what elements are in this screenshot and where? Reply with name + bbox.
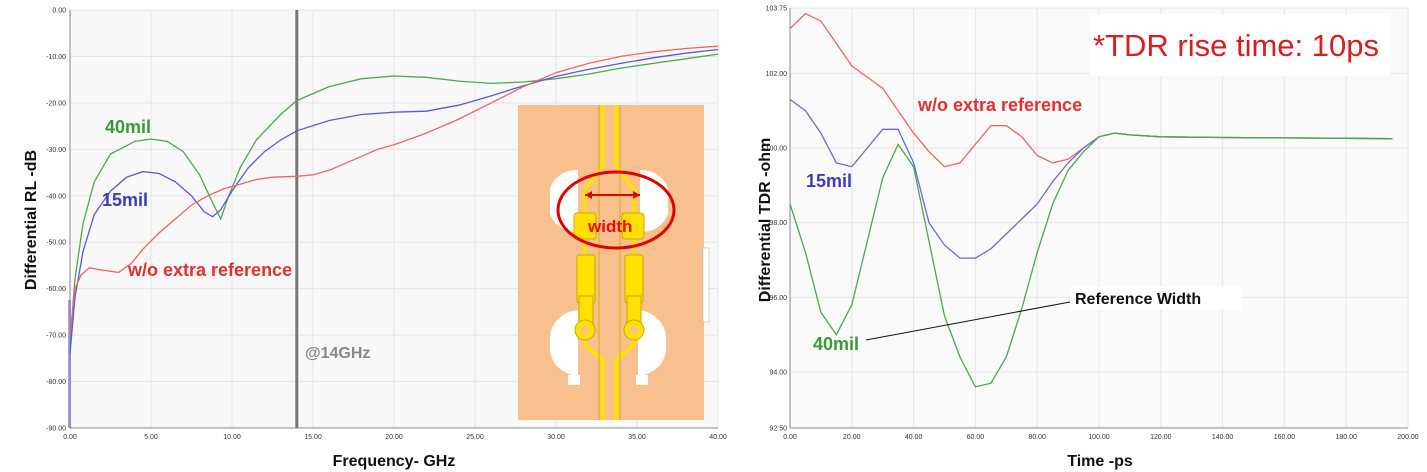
tdr-y-tick-label: 100.00	[766, 146, 788, 153]
tdr-x-axis-title: Time -ps	[1067, 453, 1133, 470]
rl-y-tick-label: -20.00	[46, 100, 66, 107]
tdr-y-tick-label: 102.00	[766, 71, 788, 78]
rl-y-tick-label: -70.00	[46, 333, 66, 340]
tdr-x-tick-label: 60.00	[967, 434, 985, 441]
rl-y-tick-label: -10.00	[46, 54, 66, 61]
tdr-x-tick-label: 100.00	[1088, 434, 1110, 441]
rl-y-tick-label: 0.00	[52, 8, 66, 15]
tdr-annotation-reference-width: Reference Width	[1075, 291, 1201, 308]
tdr-annotation-40mil: 40mil	[813, 334, 859, 354]
rl-x-tick-label: 25.00	[466, 434, 484, 441]
tdr-x-tick-label: 20.00	[843, 434, 861, 441]
rl-series-line-2	[69, 45, 719, 336]
tdr-x-tick-label: 80.00	[1028, 434, 1046, 441]
tdr-x-tick-label: 120.00	[1150, 434, 1172, 441]
tdr-y-tick-label: 96.00	[769, 295, 787, 302]
rl-y-axis-title: Differential RL -dB	[23, 150, 40, 290]
rl-axis-color-strip	[68, 300, 71, 428]
tdr-x-tick-label: 200.00	[1397, 434, 1419, 441]
rl-x-tick-label: 5.00	[144, 434, 158, 441]
tdr-chart: 0.00 20.00 40.00 60.00 80.00 100.00 120.00 140.…	[757, 6, 1419, 471]
width-highlight-ellipse	[556, 170, 676, 250]
reference-width-box	[1070, 286, 1242, 310]
rl-annotation-40mil: 40mil	[105, 117, 151, 137]
tdr-series-group	[789, 12, 1393, 388]
rl-x-tick-label: 20.00	[385, 434, 403, 441]
marker-label: @14GHz	[305, 345, 370, 362]
rl-x-tick-label: 40.00	[709, 434, 727, 441]
rl-y-tick-label: -50.00	[46, 240, 66, 247]
rl-x-ticks: 0.00 5.00 10.00 15.00 20.00 25.00 30.00 35.00 40…	[63, 434, 727, 441]
rl-x-tick-label: 35.00	[628, 434, 646, 441]
tdr-y-tick-label: 92.50	[769, 426, 787, 433]
tdr-annotation-no-reference: w/o extra reference	[917, 95, 1082, 115]
rl-chart: 0.00 5.00 10.00 15.00 20.00 25.00 30.00 35.00 40…	[23, 8, 727, 471]
pcb-inset-image	[518, 105, 710, 420]
tdr-annotation-15mil: 15mil	[806, 171, 852, 191]
tdr-y-tick-label: 94.00	[769, 370, 787, 377]
rl-y-tick-label: -30.00	[46, 147, 66, 154]
rl-series-group	[69, 45, 719, 354]
rl-y-tick-label: -40.00	[46, 193, 66, 200]
inset-width-label: width	[587, 217, 632, 236]
rl-x-tick-label: 30.00	[547, 434, 565, 441]
tdr-x-tick-label: 40.00	[905, 434, 923, 441]
tdr-x-tick-label: 160.00	[1274, 434, 1296, 441]
rl-series-line-0	[69, 53, 719, 345]
rl-x-axis-title: Frequency- GHz	[333, 453, 456, 470]
tdr-y-tick-label: 98.00	[769, 220, 787, 227]
reference-width-leader	[865, 301, 1071, 341]
tdr-y-axis-title: Differential TDR -ohm	[757, 138, 774, 302]
rl-x-tick-label: 0.00	[63, 434, 77, 441]
tdr-title: *TDR rise time: 10ps	[1093, 28, 1379, 63]
tdr-series-line-2	[789, 132, 1393, 388]
tdr-x-tick-label: 140.00	[1212, 434, 1234, 441]
tdr-x-tick-label: 180.00	[1335, 434, 1357, 441]
tdr-x-ticks: 0.00 20.00 40.00 60.00 80.00 100.00 120.00 140.…	[783, 434, 1419, 441]
tdr-y-ticks: 103.75 102.00 100.00 98.00 96.00 94.00 92.50	[766, 6, 788, 433]
tdr-x-tick-label: 0.00	[783, 434, 797, 441]
tdr-y-tick-label: 103.75	[766, 6, 788, 13]
rl-series-line-1	[69, 48, 719, 354]
rl-y-ticks: 0.00 -10.00 -20.00 -30.00 -40.00 -50.00 -60.00…	[46, 8, 66, 433]
rl-x-tick-label: 15.00	[304, 434, 322, 441]
rl-y-tick-label: -90.00	[46, 426, 66, 433]
rl-annotation-no-reference: w/o extra reference	[127, 260, 292, 280]
rl-x-tick-label: 10.00	[223, 434, 241, 441]
rl-y-tick-label: -60.00	[46, 286, 66, 293]
rl-y-tick-label: -80.00	[46, 379, 66, 386]
rl-annotation-15mil: 15mil	[102, 190, 148, 210]
tdr-title-box	[1090, 14, 1390, 76]
